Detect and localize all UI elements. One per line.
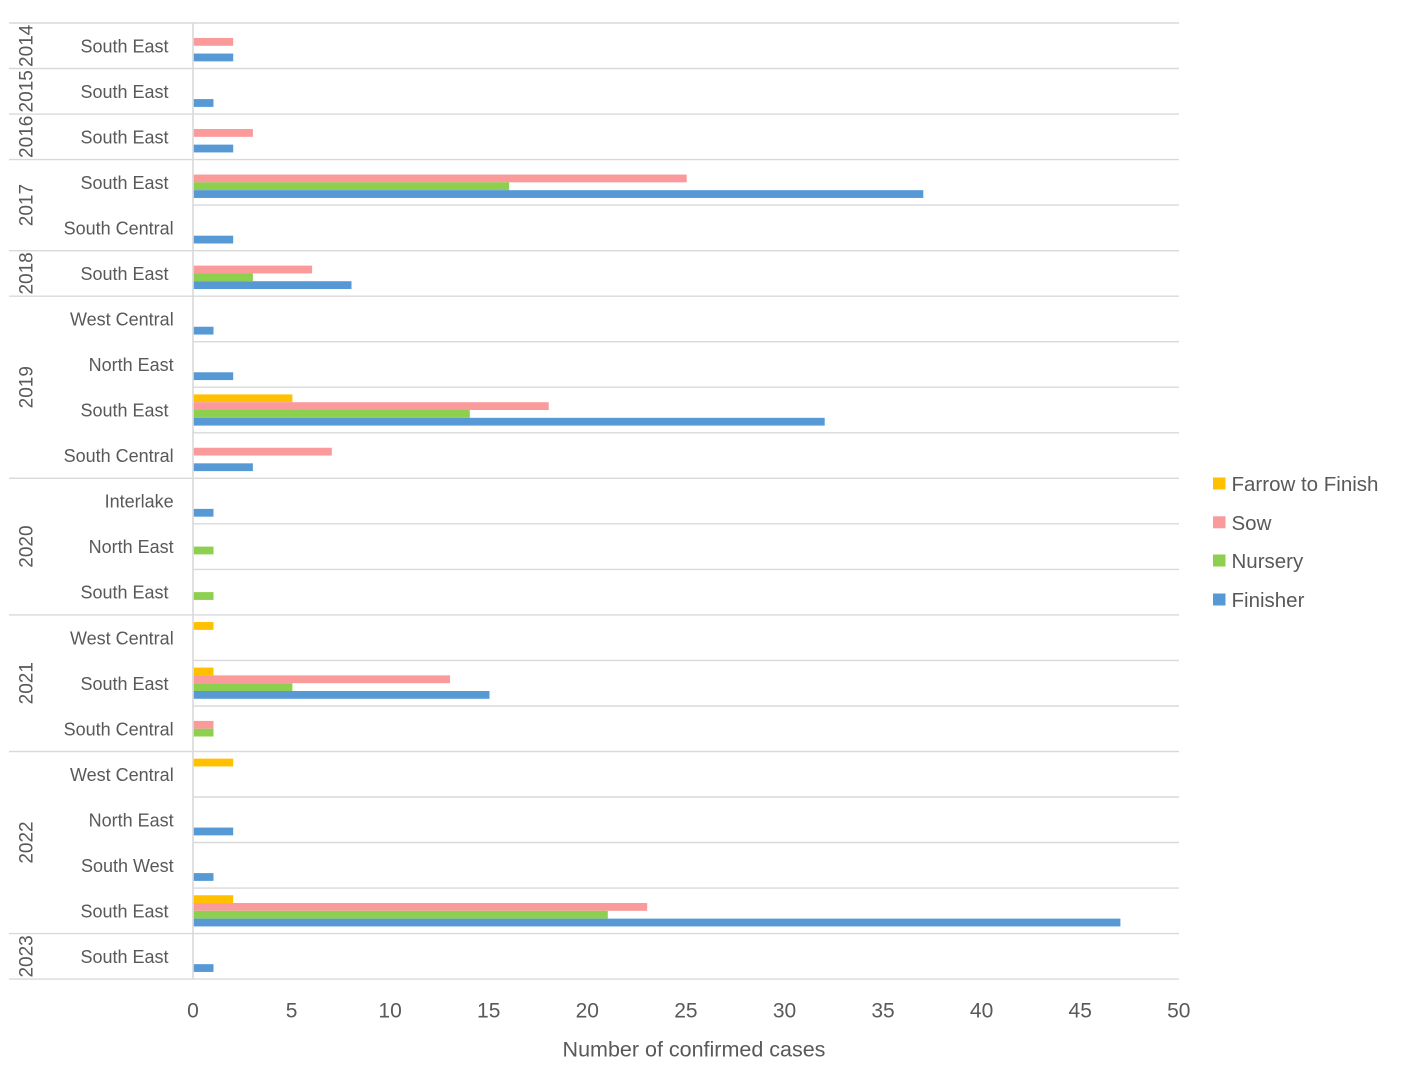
svg-text:South East: South East <box>80 401 168 421</box>
svg-text:15: 15 <box>477 999 500 1022</box>
svg-text:5: 5 <box>286 999 298 1022</box>
svg-text:2017: 2017 <box>17 184 38 226</box>
svg-text:2015: 2015 <box>17 70 38 112</box>
svg-text:South East: South East <box>80 947 168 967</box>
svg-text:South East: South East <box>80 674 168 694</box>
svg-text:West Central: West Central <box>70 310 174 330</box>
svg-text:Sow: Sow <box>1232 512 1272 535</box>
svg-text:South East: South East <box>80 36 168 56</box>
svg-text:2019: 2019 <box>17 366 38 408</box>
svg-text:Number of confirmed cases: Number of confirmed cases <box>563 1038 826 1062</box>
svg-text:South East: South East <box>80 127 168 147</box>
svg-text:2014: 2014 <box>17 24 38 67</box>
svg-text:Interlake: Interlake <box>105 492 174 512</box>
svg-text:Farrow to Finish: Farrow to Finish <box>1232 473 1379 496</box>
svg-text:35: 35 <box>871 999 894 1022</box>
svg-text:50: 50 <box>1167 999 1190 1022</box>
svg-text:Finisher: Finisher <box>1232 589 1305 612</box>
svg-text:South East: South East <box>80 264 168 284</box>
svg-text:South East: South East <box>80 173 168 193</box>
svg-text:North East: North East <box>89 537 174 557</box>
svg-text:45: 45 <box>1069 999 1092 1022</box>
svg-text:South West: South West <box>81 856 174 876</box>
svg-text:20: 20 <box>576 999 599 1022</box>
svg-text:South East: South East <box>80 901 168 921</box>
svg-text:South Central: South Central <box>64 719 174 739</box>
svg-text:West Central: West Central <box>70 628 174 648</box>
svg-text:2018: 2018 <box>17 252 38 294</box>
svg-text:30: 30 <box>773 999 796 1022</box>
svg-text:South East: South East <box>80 583 168 603</box>
svg-text:North East: North East <box>89 810 174 830</box>
svg-text:25: 25 <box>674 999 697 1022</box>
svg-text:South East: South East <box>80 82 168 102</box>
svg-text:North East: North East <box>89 355 174 375</box>
svg-text:10: 10 <box>378 999 401 1022</box>
svg-text:South Central: South Central <box>64 446 174 466</box>
svg-text:0: 0 <box>187 999 199 1022</box>
svg-text:2021: 2021 <box>17 662 38 704</box>
svg-text:Nursery: Nursery <box>1232 550 1305 573</box>
svg-text:2022: 2022 <box>17 821 38 863</box>
svg-text:40: 40 <box>970 999 993 1022</box>
svg-text:2023: 2023 <box>17 935 38 977</box>
svg-text:2016: 2016 <box>17 116 38 158</box>
svg-text:South Central: South Central <box>64 219 174 239</box>
svg-text:West Central: West Central <box>70 765 174 785</box>
svg-text:2020: 2020 <box>17 525 38 567</box>
